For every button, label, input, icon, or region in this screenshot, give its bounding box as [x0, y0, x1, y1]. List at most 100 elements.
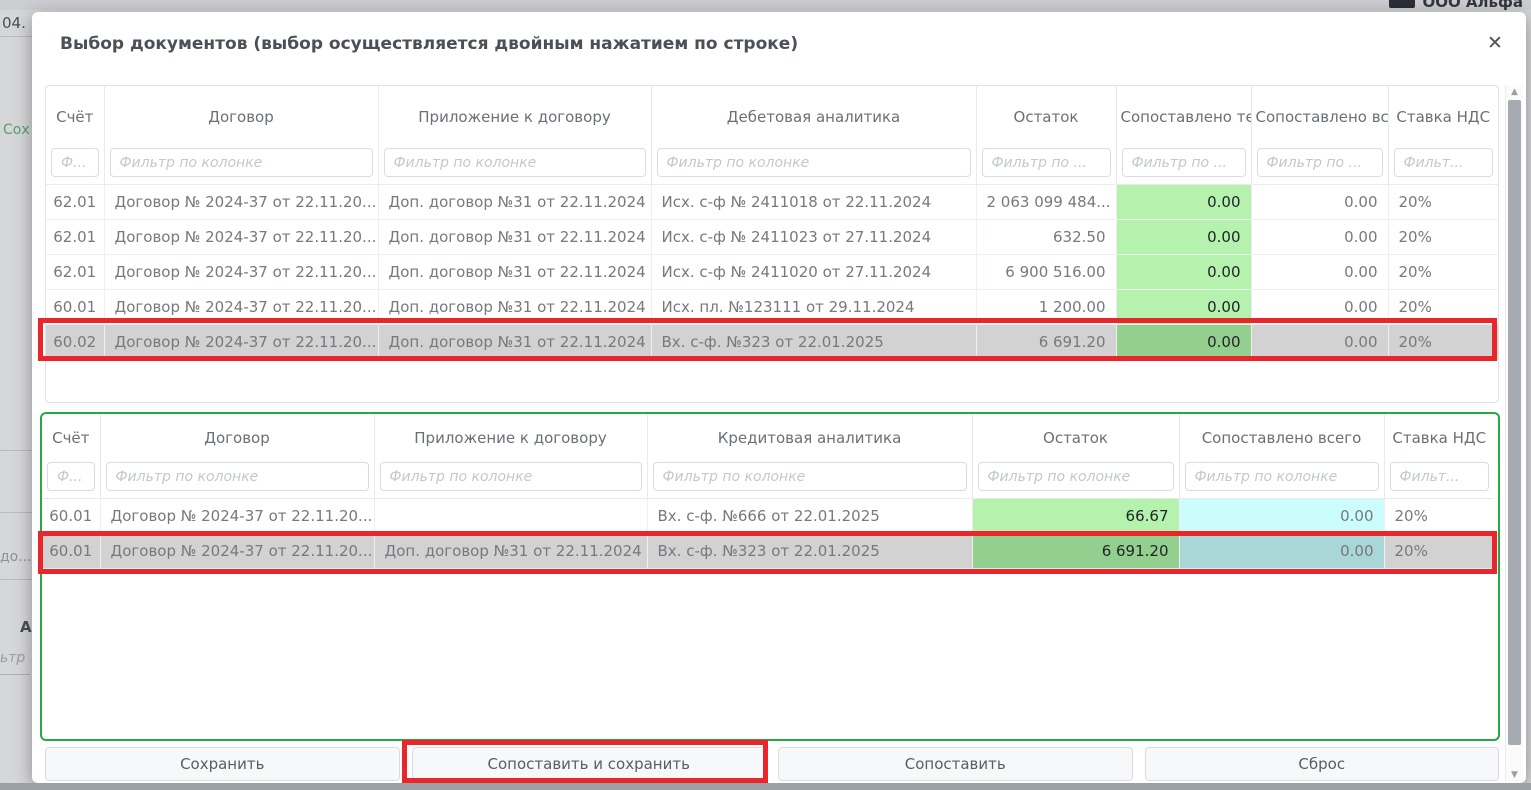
cell-contract: Договор № 2024-37 от 22.11.20... — [104, 219, 379, 255]
col-header-vat-rate: Ставка НДС — [1396, 107, 1491, 126]
cell-vat-rate: 20% — [1384, 498, 1494, 534]
cell-analytics: Вх. с-ф. №323 от 22.01.2025 — [647, 533, 973, 569]
cell-annex: Доп. договор №31 от 22.11.2024 — [378, 254, 652, 290]
cell-contract: Договор № 2024-37 от 22.11.20... — [100, 498, 375, 534]
cell-vat-rate: 20% — [1388, 254, 1498, 290]
cell-account: 60.01 — [42, 498, 101, 534]
cell-matched-total: 0.00 — [1251, 324, 1389, 360]
col-header-annex: Приложение к договору — [374, 414, 648, 462]
cell-vat-rate: 20% — [1388, 219, 1498, 255]
modal-title: Выбор документов (выбор осуществляется д… — [60, 34, 799, 54]
debit-documents-table: Счёт Договор Приложение к договору Дебет… — [45, 85, 1499, 403]
document-selection-modal: Выбор документов (выбор осуществляется д… — [32, 12, 1526, 783]
credit-documents-table: Счёт Договор Приложение к договору Креди… — [40, 412, 1500, 741]
table-row[interactable]: 60.01 Договор № 2024-37 от 22.11.20... Д… — [46, 289, 1498, 325]
debit-filter-row — [46, 148, 1498, 185]
col-header-balance: Остаток — [972, 414, 1180, 462]
filter-input-matched-total[interactable] — [1184, 462, 1379, 492]
filter-input-matched-current[interactable] — [1121, 148, 1246, 178]
modal-scrollbar[interactable]: ▲ ▼ — [1505, 85, 1523, 782]
credit-filter-row — [42, 462, 1494, 499]
cell-vat-rate: 20% — [1388, 184, 1498, 220]
cell-balance: 66.67 — [972, 498, 1180, 534]
cell-analytics: Вх. с-ф. №666 от 22.01.2025 — [647, 498, 973, 534]
cell-account: 60.02 — [46, 324, 105, 360]
filter-input-credit-analytics[interactable] — [652, 462, 967, 492]
cell-contract: Договор № 2024-37 от 22.11.20... — [104, 324, 379, 360]
col-header-contract: Договор — [100, 414, 375, 462]
cell-matched-total: 0.00 — [1251, 254, 1389, 290]
background-doc-fragment: до... — [0, 549, 32, 565]
col-header-matched-total: Сопоставлено всего — [1179, 414, 1385, 462]
table-row-selected[interactable]: 60.01 Договор № 2024-37 от 22.11.20... Д… — [42, 533, 1494, 569]
cell-matched-total: 0.00 — [1251, 289, 1389, 325]
cell-balance: 1 200.00 — [976, 289, 1117, 325]
cell-balance: 2 063 099 484... — [976, 184, 1117, 220]
filter-input-annex[interactable] — [379, 462, 642, 492]
cell-matched-total: 0.00 — [1251, 219, 1389, 255]
cell-vat-rate: 20% — [1384, 533, 1494, 569]
col-header-account: Счёт — [46, 86, 105, 148]
table-row[interactable]: 62.01 Договор № 2024-37 от 22.11.20... Д… — [46, 219, 1498, 255]
cell-annex: Доп. договор №31 от 22.11.2024 — [378, 324, 652, 360]
cell-analytics: Вх. с-ф. №323 от 22.01.2025 — [651, 324, 977, 360]
cell-account: 60.01 — [46, 289, 105, 325]
col-header-matched-current: Сопоставлено текущей аналитикой — [1116, 86, 1252, 148]
background-letter-fragment: А — [20, 618, 32, 636]
filter-input-balance[interactable] — [981, 148, 1111, 178]
filter-input-contract[interactable] — [105, 462, 369, 492]
table-row-selected[interactable]: 60.02 Договор № 2024-37 от 22.11.20... Д… — [46, 324, 1498, 360]
background-filter-fragment: ьтр — [0, 650, 26, 666]
close-icon[interactable]: ✕ — [1487, 32, 1503, 54]
filter-input-balance[interactable] — [977, 462, 1174, 492]
cell-matched-current: 0.00 — [1116, 219, 1252, 255]
modal-footer-buttons: Сохранить Сопоставить и сохранить Сопост… — [45, 747, 1499, 781]
reset-button[interactable]: Сброс — [1144, 747, 1499, 781]
col-header-credit-analytics: Кредитовая аналитика — [647, 414, 973, 462]
background-divider — [0, 512, 32, 513]
table-row[interactable]: 60.01 Договор № 2024-37 от 22.11.20... В… — [42, 498, 1494, 534]
filter-input-debit-analytics[interactable] — [656, 148, 971, 178]
match-button[interactable]: Сопоставить — [778, 747, 1133, 781]
filter-input-account[interactable] — [51, 148, 99, 178]
filter-input-annex[interactable] — [383, 148, 646, 178]
save-button[interactable]: Сохранить — [45, 747, 400, 781]
cell-matched-total: 0.00 — [1251, 184, 1389, 220]
background-divider — [0, 450, 32, 451]
cell-matched-current: 0.00 — [1116, 184, 1252, 220]
credit-header-row: Счёт Договор Приложение к договору Креди… — [42, 414, 1494, 462]
background-divider — [0, 674, 30, 675]
scroll-down-icon[interactable]: ▼ — [1511, 770, 1518, 780]
filter-input-account[interactable] — [47, 462, 95, 492]
background-bottom-strip — [0, 783, 1531, 790]
col-header-balance: Остаток — [976, 86, 1117, 148]
cell-annex: Доп. договор №31 от 22.11.2024 — [378, 184, 652, 220]
table-row[interactable]: 62.01 Договор № 2024-37 от 22.11.20... Д… — [46, 254, 1498, 290]
cell-balance: 6 691.20 — [976, 324, 1117, 360]
cell-account: 60.01 — [42, 533, 101, 569]
table-row[interactable]: 62.01 Договор № 2024-37 от 22.11.20... Д… — [46, 184, 1498, 220]
cell-contract: Договор № 2024-37 от 22.11.20... — [104, 289, 379, 325]
cell-annex: Доп. договор №31 от 22.11.2024 — [378, 289, 652, 325]
match-and-save-button[interactable]: Сопоставить и сохранить — [411, 747, 766, 781]
filter-input-matched-total[interactable] — [1256, 148, 1383, 178]
col-header-account: Счёт — [42, 414, 101, 462]
cell-contract: Договор № 2024-37 от 22.11.20... — [104, 254, 379, 290]
background-divider — [0, 36, 32, 37]
background-divider — [0, 579, 32, 580]
scrollbar-thumb[interactable] — [1508, 100, 1521, 745]
filter-input-vat-rate[interactable] — [1389, 462, 1489, 492]
company-logo-icon — [1389, 0, 1416, 8]
background-date-fragment: 04. — [2, 14, 26, 32]
background-save-fragment: Сох — [3, 122, 30, 138]
col-header-contract: Договор — [104, 86, 379, 148]
cell-balance: 6 900 516.00 — [976, 254, 1117, 290]
cell-matched-current: 0.00 — [1116, 289, 1252, 325]
filter-input-vat-rate[interactable] — [1393, 148, 1493, 178]
scroll-up-icon[interactable]: ▲ — [1511, 87, 1518, 97]
cell-matched-total: 0.00 — [1179, 533, 1385, 569]
cell-balance: 632.50 — [976, 219, 1117, 255]
filter-input-contract[interactable] — [109, 148, 373, 178]
cell-contract: Договор № 2024-37 от 22.11.20... — [104, 184, 379, 220]
cell-vat-rate: 20% — [1388, 289, 1498, 325]
